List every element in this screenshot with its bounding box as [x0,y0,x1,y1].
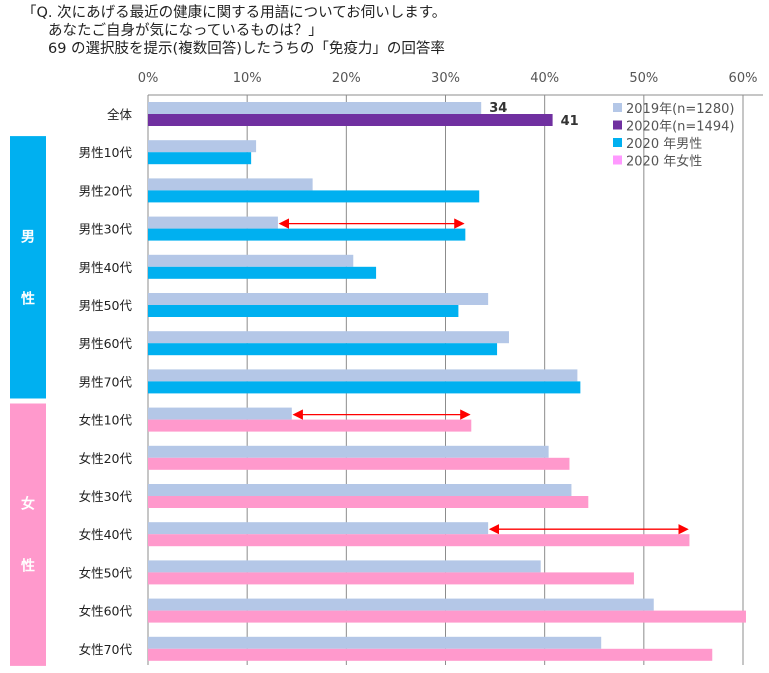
bar-2020 [148,534,690,547]
group-label: 性 [21,558,35,575]
bar-2020 [148,114,553,126]
group-label: 男 [21,229,35,245]
bar-2020 [148,228,466,241]
bar-2019 [148,140,257,153]
bar-2019 [148,636,602,649]
x-tick-label: 60% [729,71,758,86]
group-label: 女 [21,496,35,513]
bar-2019 [148,331,509,344]
bar-2019 [148,522,489,535]
bar-2020 [148,266,377,279]
category-label: 男性10代 [79,145,133,160]
chart-title: 「Q. 次にあげる最近の健康に関する用語についてお伺いします。 あなたご自身が気… [22,4,446,58]
category-label: 男性50代 [79,298,133,313]
bar-2020 [148,572,634,585]
group-box [10,403,46,666]
legend-label: 2019年(n=1280) [626,102,734,117]
x-tick-label: 20% [332,71,361,86]
category-label: 男性70代 [79,374,133,389]
category-label: 女性60代 [79,604,133,619]
bar-2019 [148,293,489,305]
title-line: 「Q. 次にあげる最近の健康に関する用語についてお伺いします。 [22,5,447,21]
bar-2020 [148,419,472,432]
legend-swatch [613,138,622,147]
bar-2019 [148,560,541,573]
bar-2019 [148,484,572,496]
data-label: 34 [489,101,507,116]
legend-label: 2020年(n=1494) [626,120,734,135]
bar-2019 [148,102,482,114]
category-label: 女性50代 [79,565,133,580]
bar-2020 [148,610,746,623]
bar-2019 [148,598,654,611]
category-label: 男性30代 [79,222,133,237]
legend-label: 2020 年女性 [626,154,702,170]
category-label: 女性20代 [79,451,133,466]
category-label: 全体 [107,107,133,122]
category-label: 男性60代 [79,336,133,351]
data-label: 41 [561,114,579,129]
x-tick-label: 10% [233,71,262,86]
bar-2020 [148,648,713,661]
title-line: あなたご自身が気になっているものは？」 [48,23,323,39]
legend-swatch [613,103,622,112]
bar-2020 [148,305,459,317]
x-tick-label: 0% [138,71,159,86]
category-label: 女性10代 [79,413,133,428]
bar-2020 [148,496,589,508]
bar-2020 [148,381,581,394]
bar-2019 [148,445,549,458]
x-tick-label: 40% [530,71,559,86]
category-label: 女性30代 [79,489,133,504]
x-tick-label: 50% [629,71,658,86]
x-tick-label: 30% [431,71,460,86]
title-line: 69 の選択肢を提示(複数回答)したうちの「免疫力」の回答率 [48,41,445,57]
bar-2020 [148,190,480,203]
bar-2019 [148,178,313,191]
category-label: 男性40代 [79,260,133,275]
category-label: 女性40代 [79,527,133,542]
group-label: 性 [21,290,35,307]
bar-2020 [148,343,498,356]
bar-2019 [148,369,578,382]
bar-2019 [148,216,278,229]
bar-2019 [148,254,354,267]
legend-swatch [613,120,622,130]
bar-2020 [148,152,252,165]
group-box [10,136,46,399]
bar-2019 [148,407,292,420]
legend-label: 2020 年男性 [626,137,702,152]
category-label: 男性20代 [79,183,133,198]
bar-2020 [148,457,570,470]
category-label: 女性70代 [79,642,133,657]
legend-swatch [613,155,622,165]
